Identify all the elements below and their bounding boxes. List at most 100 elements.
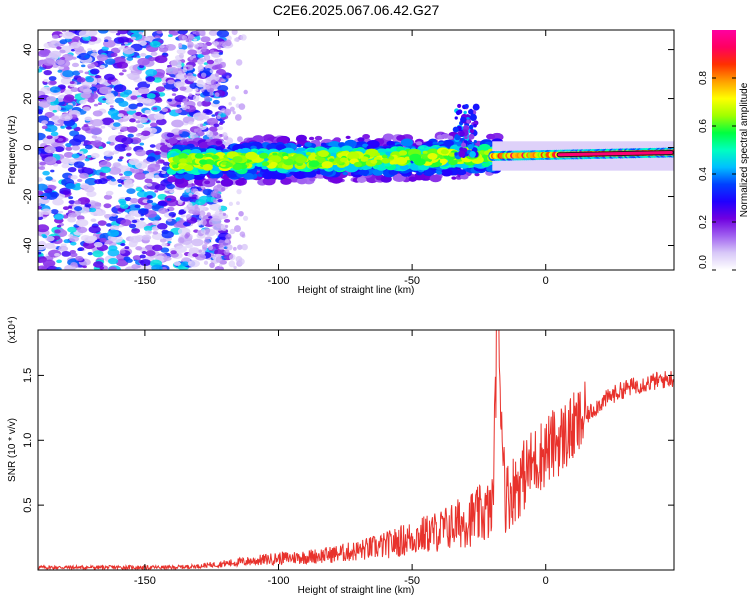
noise-speck xyxy=(199,123,204,128)
noise-speck xyxy=(195,198,206,206)
colorbar-tick-label: 0.6 xyxy=(698,119,709,133)
noise-speck xyxy=(156,223,168,230)
noise-speck xyxy=(218,122,224,125)
noise-speck xyxy=(176,64,182,69)
noise-speck xyxy=(201,46,207,53)
signal-blob xyxy=(474,172,480,177)
noise-speck xyxy=(93,241,103,248)
noise-speck xyxy=(84,71,90,75)
noise-speck xyxy=(190,188,196,194)
noise-speck xyxy=(85,76,95,83)
noise-speck xyxy=(140,52,147,57)
noise-speck xyxy=(162,82,167,86)
noise-speck xyxy=(171,93,177,96)
noise-speck xyxy=(154,190,159,193)
noise-speck xyxy=(141,250,147,255)
signal-blob xyxy=(270,161,277,166)
noise-speck xyxy=(99,64,106,69)
noise-speck xyxy=(139,254,146,259)
noise-speck xyxy=(209,126,219,132)
noise-speck xyxy=(127,133,134,138)
noise-speck xyxy=(200,185,205,189)
noise-speck xyxy=(122,69,127,73)
noise-speck xyxy=(38,190,44,195)
noise-speck xyxy=(84,116,92,122)
noise-speck xyxy=(231,30,238,36)
signal-blob xyxy=(220,178,234,187)
noise-speck xyxy=(42,235,48,239)
noise-speck xyxy=(67,217,77,223)
noise-speck xyxy=(138,64,145,69)
noise-speck xyxy=(68,212,77,218)
noise-speck xyxy=(226,137,234,145)
noise-speck xyxy=(89,207,97,213)
signal-blob xyxy=(222,148,229,153)
noise-speck xyxy=(211,65,219,70)
noise-speck xyxy=(176,104,182,108)
colorbar: 0.0 0.2 0.4 0.6 0.8 Normalized spectral ampl… xyxy=(698,30,750,271)
noise-speck xyxy=(195,91,201,95)
noise-speck xyxy=(215,223,221,229)
noise-speck xyxy=(108,179,119,186)
noise-speck xyxy=(113,122,121,127)
burst-blob xyxy=(473,123,477,128)
burst-blob xyxy=(469,114,475,121)
x-tick-label: -50 xyxy=(404,275,420,287)
noise-speck xyxy=(144,37,151,41)
signal-blob xyxy=(266,143,278,151)
noise-speck xyxy=(71,145,81,151)
noise-speck xyxy=(192,94,200,102)
noise-speck xyxy=(80,92,91,99)
noise-speck xyxy=(181,104,188,111)
noise-speck xyxy=(187,259,200,268)
noise-speck xyxy=(187,72,194,79)
noise-speck xyxy=(206,59,215,65)
noise-speck xyxy=(223,218,231,223)
signal-blob xyxy=(440,168,453,177)
noise-speck xyxy=(178,44,183,49)
noise-speck xyxy=(81,64,86,68)
burst-blob xyxy=(466,119,471,124)
noise-speck xyxy=(104,58,116,65)
noise-speck xyxy=(185,38,190,43)
noise-speck xyxy=(96,54,108,62)
burst-blob xyxy=(460,116,467,123)
noise-speck xyxy=(202,188,213,196)
noise-speck xyxy=(171,119,184,128)
noise-speck xyxy=(208,216,213,219)
noise-speck xyxy=(228,260,236,268)
noise-speck xyxy=(163,256,172,262)
signal-blob xyxy=(296,177,308,185)
signal-blob xyxy=(243,172,254,180)
noise-speck xyxy=(117,158,123,162)
noise-speck xyxy=(77,226,88,234)
noise-speck xyxy=(65,182,76,190)
signal-blob xyxy=(314,135,323,141)
noise-speck xyxy=(208,30,218,36)
snr-xlabel: Height of straight line (km) xyxy=(298,585,415,596)
signal-blob xyxy=(388,169,399,176)
noise-speck xyxy=(153,113,165,120)
noise-speck xyxy=(54,252,61,257)
noise-speck xyxy=(197,64,205,72)
noise-speck xyxy=(233,265,237,270)
noise-speck xyxy=(75,183,81,186)
noise-speck xyxy=(84,203,92,208)
noise-speck xyxy=(112,162,121,168)
noise-speck xyxy=(53,235,61,241)
y-tick-label: 40 xyxy=(22,43,34,55)
noise-speck xyxy=(60,77,73,85)
noise-speck xyxy=(38,50,50,58)
noise-speck xyxy=(214,265,224,270)
noise-speck xyxy=(192,30,196,35)
signal-blob xyxy=(432,141,438,146)
noise-speck xyxy=(105,98,115,105)
noise-speck xyxy=(210,79,217,86)
noise-speck xyxy=(130,137,142,144)
y-tick-label: 1.0 xyxy=(22,433,34,448)
noise-speck xyxy=(82,265,87,269)
signal-blob xyxy=(460,174,469,180)
noise-speck xyxy=(200,36,211,43)
noise-speck xyxy=(142,97,152,104)
signal-blob xyxy=(206,141,214,146)
